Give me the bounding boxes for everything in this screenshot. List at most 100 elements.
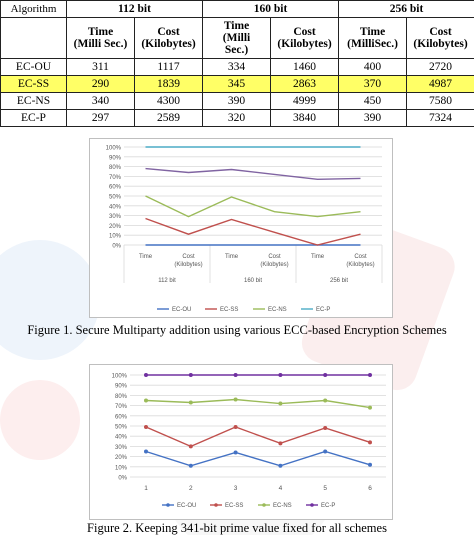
data-point: [278, 464, 282, 468]
column-header: Time(MilliSec.): [339, 18, 407, 59]
x-tick-label: 1: [144, 485, 148, 492]
y-tick-label: 20%: [109, 224, 122, 230]
value-cell: 290: [67, 76, 135, 93]
group-label: 112 bit: [158, 278, 176, 284]
column-header-line: Time: [69, 26, 132, 38]
data-point: [368, 406, 372, 410]
data-point: [368, 440, 372, 444]
x-tick-label-line: (Kilobytes): [174, 262, 202, 268]
value-cell: 2863: [271, 76, 339, 93]
data-point: [278, 373, 282, 377]
x-tick-label: Time: [311, 254, 325, 260]
data-point: [323, 426, 327, 430]
data-point: [234, 373, 238, 377]
results-table: Algorithm 112 bit 160 bit 256 bit Time(M…: [0, 0, 474, 127]
blank-header-cell: [1, 18, 67, 59]
x-tick-label: 5: [323, 485, 327, 492]
series-line: [146, 196, 361, 217]
table-corner-label: Algorithm: [1, 1, 67, 18]
y-tick-label: 50%: [109, 195, 122, 201]
column-header-line: Cost: [273, 26, 336, 38]
value-cell: 1839: [135, 76, 203, 93]
value-cell: 4987: [407, 76, 474, 93]
column-header-line: (Milli Sec.): [69, 38, 132, 50]
figure2-caption: Figure 2. Keeping 341-bit prime value fi…: [0, 521, 474, 536]
series-line: [146, 169, 361, 180]
x-tick-label-line: Cost: [182, 254, 195, 260]
legend-marker: [214, 503, 218, 507]
x-tick-label: Time: [139, 254, 153, 260]
group-label: 160 bit: [244, 278, 262, 284]
legend-marker: [166, 503, 170, 507]
y-tick-label: 10%: [115, 465, 128, 471]
y-tick-label: 30%: [109, 214, 122, 220]
y-tick-label: 60%: [115, 414, 128, 420]
value-cell: 320: [203, 110, 271, 127]
data-point: [368, 373, 372, 377]
column-header-line: (Kilobytes): [137, 38, 200, 50]
value-cell: 297: [67, 110, 135, 127]
legend-label: EC-OU: [177, 503, 196, 509]
data-point: [323, 373, 327, 377]
y-tick-label: 0%: [112, 244, 121, 250]
x-tick-label: Cost(Kilobytes): [260, 254, 288, 268]
x-tick-label-line: (Kilobytes): [346, 262, 374, 268]
legend-label: EC-NS: [273, 503, 292, 509]
y-tick-label: 50%: [115, 425, 128, 431]
value-cell: 334: [203, 59, 271, 76]
column-header-line: (Milli: [205, 32, 268, 44]
column-header: Cost(Kilobytes): [407, 18, 474, 59]
data-point: [189, 464, 193, 468]
data-point: [144, 450, 148, 454]
data-point: [323, 399, 327, 403]
data-point: [323, 450, 327, 454]
data-point: [189, 444, 193, 448]
value-cell: 450: [339, 93, 407, 110]
y-tick-label: 30%: [115, 445, 128, 451]
series-line: [146, 452, 370, 466]
value-cell: 340: [67, 93, 135, 110]
legend-label: EC-SS: [225, 503, 243, 509]
x-tick-label-line: Cost: [268, 254, 281, 260]
legend-marker: [262, 503, 266, 507]
value-cell: 370: [339, 76, 407, 93]
data-point: [234, 451, 238, 455]
data-point: [189, 373, 193, 377]
y-tick-label: 40%: [109, 204, 122, 210]
value-cell: 3840: [271, 110, 339, 127]
algorithm-name-cell: EC-OU: [1, 59, 67, 76]
y-tick-label: 0%: [118, 476, 127, 482]
column-header: Cost(Kilobytes): [135, 18, 203, 59]
y-tick-label: 40%: [115, 435, 128, 441]
x-tick-label: 3: [234, 485, 238, 492]
data-point: [189, 401, 193, 405]
data-point: [144, 373, 148, 377]
value-cell: 390: [203, 93, 271, 110]
column-header-line: (MilliSec.): [341, 38, 404, 50]
value-cell: 311: [67, 59, 135, 76]
column-header: Cost(Kilobytes): [271, 18, 339, 59]
data-point: [278, 441, 282, 445]
figure1-caption: Figure 1. Secure Multiparty addition usi…: [0, 323, 474, 338]
column-header-line: Time: [205, 20, 268, 32]
legend-label: EC-P: [316, 307, 330, 313]
data-point: [278, 402, 282, 406]
y-tick-label: 70%: [109, 175, 122, 181]
y-tick-label: 80%: [109, 165, 122, 171]
series-line: [146, 400, 370, 408]
group-label: 256 bit: [330, 278, 348, 284]
data-point: [234, 397, 238, 401]
value-cell: 390: [339, 110, 407, 127]
value-cell: 2720: [407, 59, 474, 76]
series-line: [146, 219, 361, 246]
x-tick-label: Time: [225, 254, 239, 260]
data-point: [368, 463, 372, 467]
x-tick-label: 4: [279, 485, 283, 492]
y-tick-label: 100%: [106, 146, 122, 152]
y-tick-label: 100%: [112, 374, 128, 380]
x-tick-label: 6: [368, 485, 372, 492]
